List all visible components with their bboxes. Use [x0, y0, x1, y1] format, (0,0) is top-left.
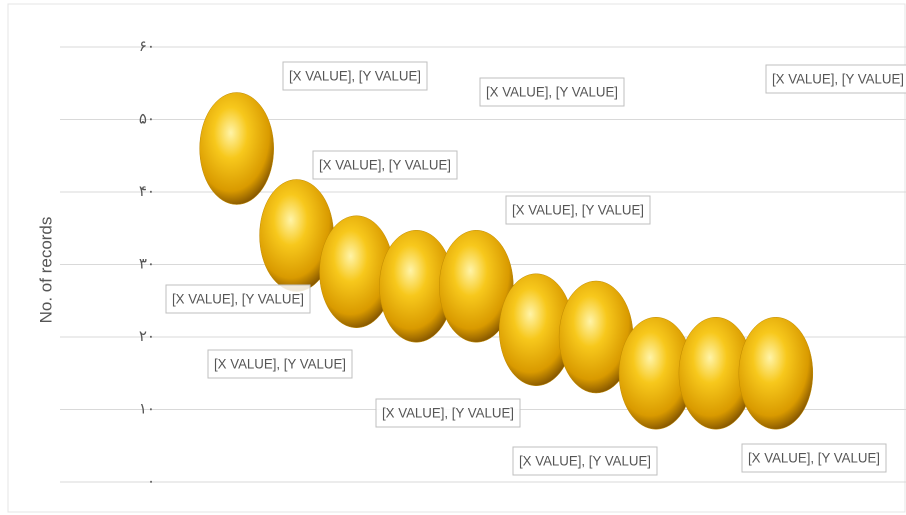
y-tick-label: ۳۰ — [139, 255, 155, 272]
bubble — [199, 92, 274, 205]
data-label: [X VALUE], [Y VALUE] — [172, 291, 304, 307]
data-label-box — [512, 446, 658, 476]
y-tick-label: ۶۰ — [139, 38, 155, 55]
y-axis-label: No. of records — [36, 217, 55, 324]
data-label: [X VALUE], [Y VALUE] — [512, 202, 644, 218]
data-label-box — [282, 61, 428, 91]
data-label: [X VALUE], [Y VALUE] — [486, 84, 618, 100]
data-label: [X VALUE], [Y VALUE] — [319, 157, 451, 173]
data-label-box — [505, 195, 651, 225]
data-label-box — [312, 150, 458, 180]
data-label-box — [375, 398, 521, 428]
data-label: [X VALUE], [Y VALUE] — [382, 405, 514, 421]
y-tick-label: ۰ — [147, 473, 155, 490]
data-label-box — [479, 77, 625, 107]
data-label: [X VALUE], [Y VALUE] — [772, 71, 904, 87]
y-tick-label: ۱۰ — [139, 400, 155, 417]
data-label-box — [207, 349, 353, 379]
data-label: [X VALUE], [Y VALUE] — [519, 453, 651, 469]
data-label: [X VALUE], [Y VALUE] — [748, 450, 880, 466]
data-label-box — [765, 64, 906, 94]
y-tick-label: ۴۰ — [139, 183, 155, 200]
data-label: [X VALUE], [Y VALUE] — [214, 356, 346, 372]
chart-frame — [7, 3, 906, 513]
y-tick-label: ۲۰ — [139, 328, 155, 345]
data-label-box — [741, 443, 887, 473]
bubble — [738, 317, 814, 430]
y-tick-label: ۵۰ — [139, 110, 155, 127]
data-label: [X VALUE], [Y VALUE] — [289, 68, 421, 84]
data-label-box — [165, 284, 311, 314]
